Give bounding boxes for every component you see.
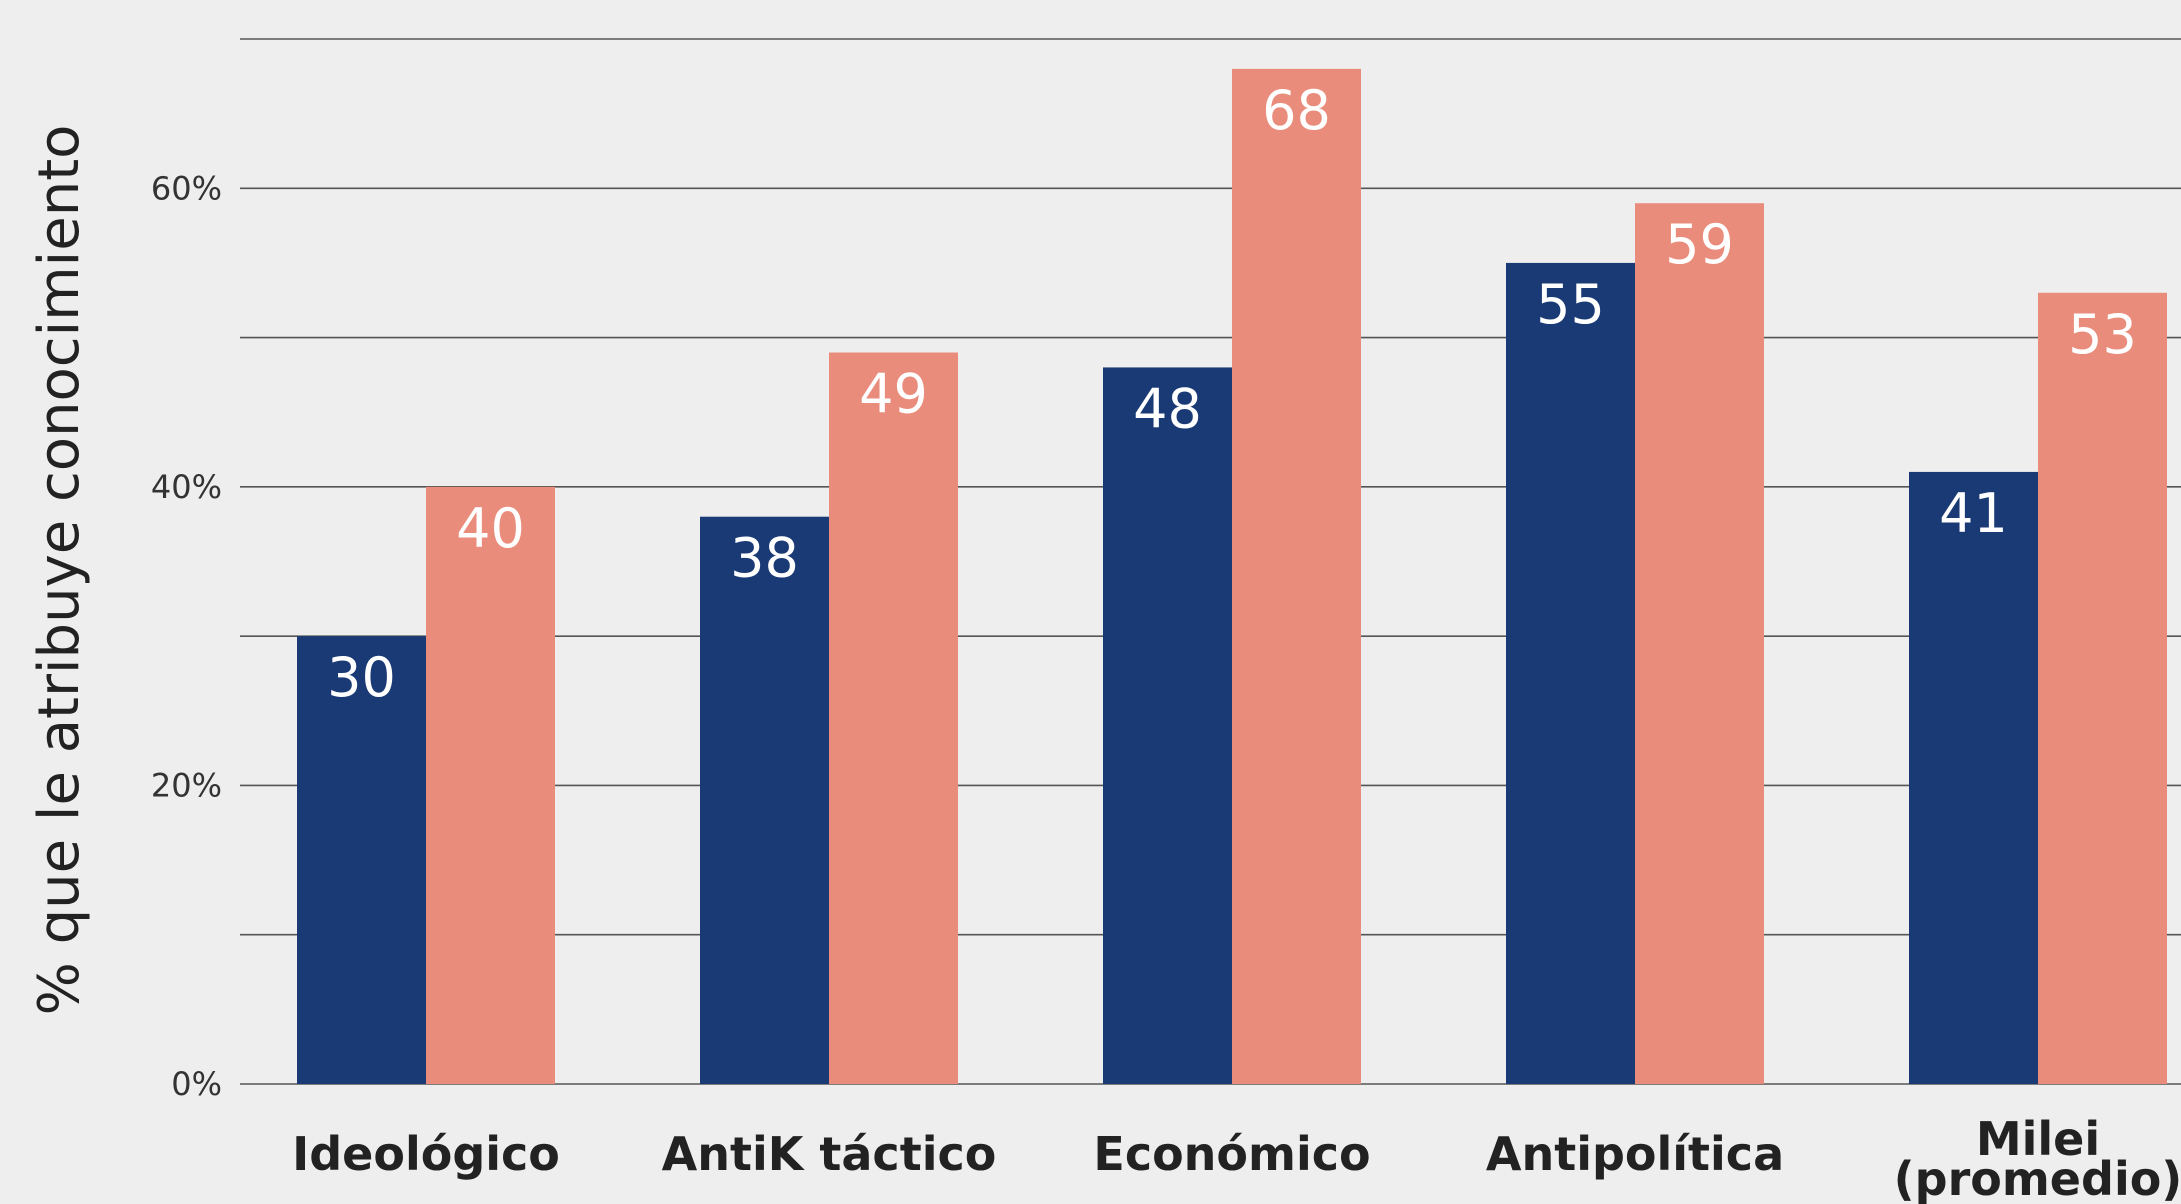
bar — [1103, 367, 1232, 1084]
bar-value-label: 49 — [859, 363, 928, 426]
bar-value-label: 53 — [2068, 303, 2137, 366]
bar — [1232, 68, 1361, 1085]
bar-value-label: 59 — [1665, 213, 1734, 276]
bar — [829, 352, 958, 1084]
bar — [426, 486, 555, 1084]
y-tick-label: 0% — [171, 1065, 222, 1103]
bar-value-label: 38 — [730, 527, 799, 590]
y-tick-label: 40% — [151, 468, 222, 506]
bar — [1909, 471, 2038, 1084]
bar-value-label: 41 — [1939, 482, 2008, 545]
bar — [1506, 262, 1635, 1084]
x-category-label: (promedio) — [1894, 1152, 2181, 1204]
y-axis-label: % que le atribuye conocimiento — [27, 125, 92, 1016]
y-tick-label: 20% — [151, 766, 222, 804]
x-category-label: Milei — [1976, 1112, 2100, 1166]
x-category-label: Antipolítica — [1486, 1127, 1784, 1181]
bar — [297, 636, 426, 1084]
bar-value-label: 55 — [1536, 273, 1605, 336]
bar-value-label: 68 — [1262, 79, 1331, 142]
bar — [700, 516, 829, 1084]
bar — [2038, 292, 2167, 1084]
x-category-label: AntiK táctico — [662, 1127, 997, 1181]
x-category-label: Ideológico — [292, 1127, 560, 1181]
y-axis-ticks: 0% 20% 40% 60% — [151, 169, 222, 1103]
x-category-label: Económico — [1093, 1127, 1370, 1181]
bar-value-label: 48 — [1133, 377, 1202, 440]
x-axis-categories: Ideológico AntiK táctico Económico Antipolí… — [292, 1112, 2181, 1204]
y-tick-label: 60% — [151, 169, 222, 207]
bar — [1635, 203, 1764, 1084]
bar-value-label: 40 — [456, 497, 525, 560]
bars: 30 40 38 49 48 68 55 59 41 53 — [297, 68, 2167, 1085]
bar-value-label: 30 — [327, 646, 396, 709]
